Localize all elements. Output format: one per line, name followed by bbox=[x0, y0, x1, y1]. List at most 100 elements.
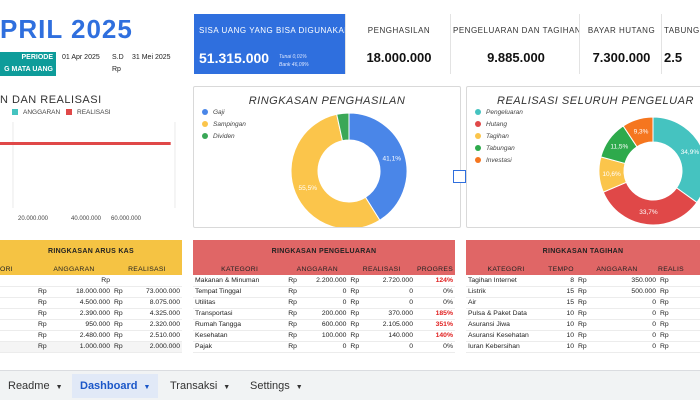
periode-start[interactable]: 01 Apr 2025 bbox=[62, 54, 100, 61]
cell-anggaran: 950.000 bbox=[54, 319, 112, 331]
table-row: Rp 2.480.000 Rp 2.510.000 bbox=[0, 330, 182, 342]
cell-realisasi: 2.320.000 bbox=[126, 319, 182, 331]
cell-currency: Rp bbox=[658, 308, 700, 320]
cell-anggaran: 600.000 bbox=[301, 319, 349, 331]
cell-realisasi: 0 bbox=[363, 341, 415, 353]
realisasi-chart-title: REALISASI SELURUH PENGELUAR bbox=[497, 95, 694, 107]
cell-currency: Rp bbox=[286, 341, 302, 353]
cell-tempo: 10 bbox=[546, 308, 576, 320]
realisasi-label-pengeluaran: 34,9% bbox=[681, 149, 700, 156]
cell-anggaran: 0 bbox=[592, 341, 658, 353]
col-kategori: KATEGORI bbox=[487, 265, 525, 273]
cell-currency: Rp bbox=[286, 297, 302, 309]
legend-anggaran: ANGGARAN bbox=[12, 109, 60, 116]
table-row: Tempat Tinggal Rp 0 Rp 0 0% bbox=[193, 286, 455, 298]
sheet-tab-bar: Readme ▼ Dashboard ▼ Transaksi ▼ Settings ▼ bbox=[0, 370, 700, 400]
cell-tempo: 15 bbox=[546, 297, 576, 309]
cell-currency: Rp bbox=[658, 330, 700, 342]
pengeluaran-swatch bbox=[475, 109, 481, 115]
table-row: Rp 2.390.000 Rp 4.325.000 bbox=[0, 308, 182, 320]
cell-currency: Rp bbox=[348, 275, 364, 287]
table-row: Asuransi Kesehatan 10 Rp 0 Rp bbox=[466, 330, 700, 342]
tab-readme[interactable]: Readme ▼ bbox=[8, 380, 63, 392]
table-row: Listrik 15 Rp 500.000 Rp bbox=[466, 286, 700, 298]
cell-kategori: Pulsa & Paket Data bbox=[466, 308, 546, 320]
tabungan-swatch bbox=[475, 145, 481, 151]
cell-tempo: 10 bbox=[546, 330, 576, 342]
cell-kategori: Asuransi Jiwa bbox=[466, 319, 546, 331]
cell-currency: Rp bbox=[576, 319, 592, 331]
kpi-label: SISA UANG YANG BISA DIGUNAKAN bbox=[199, 26, 345, 35]
cell-currency: Rp bbox=[112, 319, 126, 331]
cell-currency: Rp bbox=[112, 286, 126, 298]
legend-hutang: Hutang bbox=[475, 121, 507, 128]
cell-currency: Rp bbox=[286, 308, 302, 320]
cell-currency: Rp bbox=[286, 286, 302, 298]
cell-anggaran: 0 bbox=[301, 297, 349, 309]
legend-realisasi: REALISASI bbox=[66, 109, 111, 116]
cell-tempo: 10 bbox=[546, 341, 576, 353]
tab-settings[interactable]: Settings ▼ bbox=[250, 380, 303, 392]
table-row: Rumah Tangga Rp 600.000 Rp 2.105.000 351% bbox=[193, 319, 455, 331]
chevron-down-icon[interactable]: ▼ bbox=[55, 384, 63, 391]
cell-realisasi: 0 bbox=[363, 297, 415, 309]
cell-currency: Rp bbox=[658, 286, 700, 298]
cell-kategori bbox=[0, 308, 36, 320]
cell-anggaran: 2.480.000 bbox=[54, 330, 112, 342]
realisasi-slice-investasi bbox=[622, 116, 654, 148]
realisasi-label-investasi: 9,3% bbox=[634, 128, 649, 135]
cell-currency: Rp bbox=[348, 330, 364, 342]
investasi-swatch bbox=[475, 157, 481, 163]
cell-currency: Rp bbox=[348, 341, 364, 353]
tab-dashboard[interactable]: Dashboard ▼ bbox=[72, 374, 159, 398]
chevron-down-icon[interactable]: ▼ bbox=[143, 384, 151, 391]
table-row: Asuransi Jiwa 10 Rp 0 Rp bbox=[466, 319, 700, 331]
penghasilan-slice-gaji bbox=[348, 112, 408, 221]
cell-currency: Rp bbox=[112, 330, 126, 342]
kpi-value: 51.315.000 bbox=[199, 50, 270, 66]
penghasilan-label-gaji: 41,1% bbox=[383, 156, 402, 163]
cell-anggaran: 500.000 bbox=[592, 286, 658, 298]
cell-currency: Rp bbox=[348, 286, 364, 298]
cell-kategori bbox=[0, 330, 36, 342]
cell-kategori: Tempat Tinggal bbox=[193, 286, 287, 298]
table-row: Transportasi Rp 200.000 Rp 370.000 185% bbox=[193, 308, 455, 320]
cell-anggaran: 0 bbox=[301, 341, 349, 353]
cell-realisasi: 4.325.000 bbox=[126, 308, 182, 320]
chevron-down-icon[interactable]: ▼ bbox=[223, 384, 231, 391]
tab-transaksi[interactable]: Transaksi ▼ bbox=[170, 380, 231, 392]
cell-anggaran: 4.500.000 bbox=[54, 297, 112, 309]
periode-label: PERIODE bbox=[0, 52, 56, 64]
currency-value[interactable]: Rp bbox=[112, 66, 121, 73]
realisasi-donut: 34,9% 33,7% 10,6% 11,5% 9,3% bbox=[598, 116, 700, 226]
cell-anggaran: 2.200.000 bbox=[301, 275, 349, 287]
cell-anggaran: 100.000 bbox=[301, 330, 349, 342]
legend-anggaran-swatch bbox=[12, 109, 18, 115]
kpi-sub-bank: Bank 46,09% bbox=[279, 62, 309, 68]
cell-kategori bbox=[0, 341, 36, 353]
table-row: Kesehatan Rp 100.000 Rp 140.000 140% bbox=[193, 330, 455, 342]
cell-realisasi: 140.000 bbox=[363, 330, 415, 342]
kpi-sub-tunai: Tunai 0,01% bbox=[279, 54, 307, 60]
chart-resize-handle[interactable] bbox=[453, 170, 466, 183]
legend-sampingan: Sampingan bbox=[202, 121, 246, 128]
cell-kategori: Kesehatan bbox=[193, 330, 287, 342]
pengeluaran-table: RINGKASAN PENGELUARAN KATEGORI ANGGARAN … bbox=[193, 240, 455, 362]
cell-currency: Rp bbox=[348, 319, 364, 331]
cell-currency: Rp bbox=[576, 341, 592, 353]
cell-kategori: Tagihan Internet bbox=[466, 275, 546, 287]
legend-tabungan: Tabungan bbox=[475, 145, 515, 152]
realisasi-slice-pengeluaran bbox=[652, 116, 700, 204]
periode-end[interactable]: 31 Mei 2025 bbox=[132, 54, 171, 61]
cell-kategori bbox=[0, 297, 36, 309]
cell-realisasi: 370.000 bbox=[363, 308, 415, 320]
cell-currency: Rp bbox=[576, 297, 592, 309]
table-row: Rp 4.500.000 Rp 8.075.000 bbox=[0, 297, 182, 309]
col-anggaran: ANGGARAN bbox=[596, 265, 638, 273]
legend-tagihan: Tagihan bbox=[475, 133, 509, 140]
cell-anggaran: 0 bbox=[592, 308, 658, 320]
chevron-down-icon[interactable]: ▼ bbox=[295, 384, 303, 391]
col-realisasi: REALIS bbox=[658, 265, 684, 273]
table-row: Pajak Rp 0 Rp 0 0% bbox=[193, 341, 455, 353]
cell-anggaran: 2.390.000 bbox=[54, 308, 112, 320]
